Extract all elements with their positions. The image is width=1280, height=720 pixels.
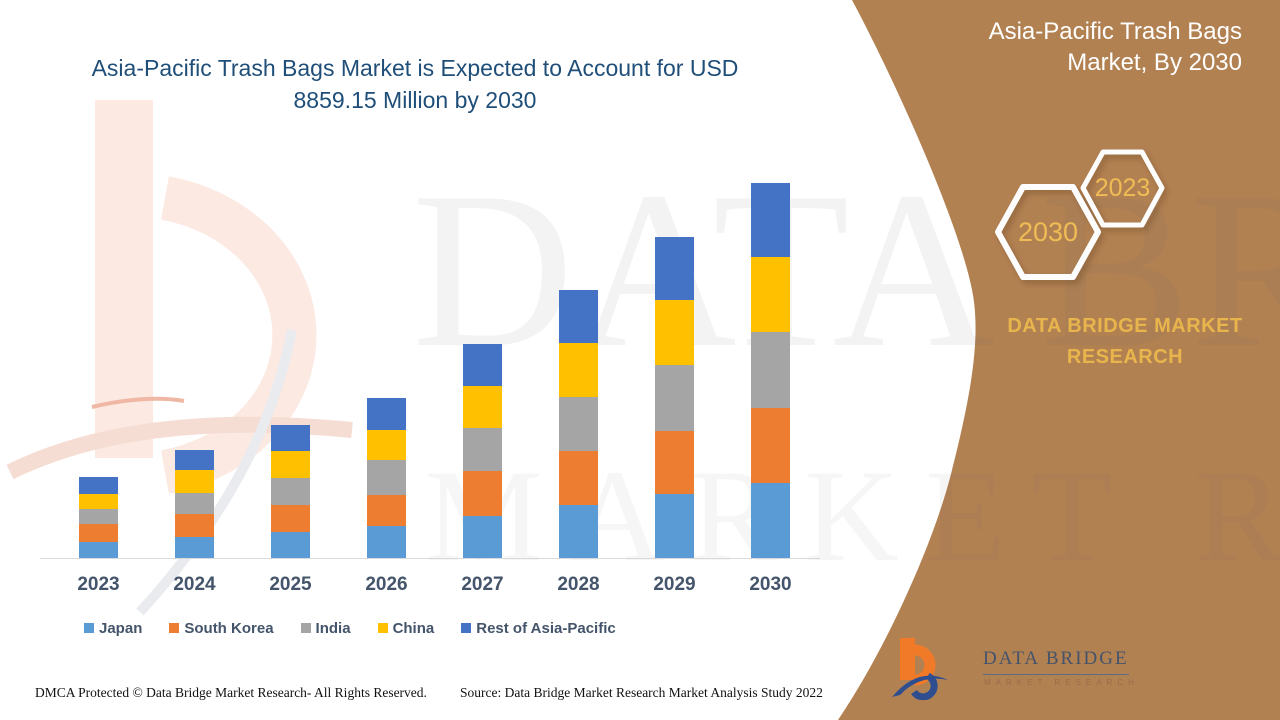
bar-segment-2028-india [559,396,598,452]
legend-item-india: India [300,619,351,637]
bar-segment-2028-south-korea [559,451,598,505]
legend-swatch-icon [84,623,94,633]
bar-segment-2027-rest-of-asia-pacific [463,343,502,387]
bar-2026 [367,398,406,558]
bar-segment-2029-rest-of-asia-pacific [655,236,694,301]
bar-segment-2029-china [655,300,694,366]
bar-2027 [463,343,502,558]
legend-label: China [392,619,435,637]
bar-segment-2025-south-korea [271,504,310,532]
legend-swatch-icon [461,623,472,633]
chart-title: Asia-Pacific Trash Bags Market is Expect… [30,52,800,116]
x-axis-label-2029: 2029 [653,574,696,595]
bar-segment-2025-japan [271,532,310,558]
bar-segment-2025-rest-of-asia-pacific [271,424,310,452]
source-note: Source: Data Bridge Market Research Mark… [460,685,823,700]
bar-segment-2029-india [655,365,694,431]
dmca-notice: DMCA Protected © Data Bridge Market Rese… [35,685,427,700]
bar-segment-2028-japan [559,505,598,558]
legend-label: Japan [99,619,143,637]
x-axis-label-2030: 2030 [749,574,792,595]
legend-item-rest-of-asia-pacific: Rest of Asia-Pacific [461,620,616,637]
bar-segment-2027-india [463,427,502,472]
side-panel-title-line1: Asia-Pacific Trash Bags [988,18,1242,45]
bar-2029 [655,236,694,558]
bar-segment-2026-india [367,460,406,496]
bar-segment-2026-rest-of-asia-pacific [367,398,406,430]
legend-label: India [315,619,351,637]
bar-segment-2027-china [463,386,502,428]
x-axis-label-2028: 2028 [557,574,600,595]
legend-item-south-korea: South Korea [169,619,274,637]
bar-segment-2023-rest-of-asia-pacific [79,477,118,494]
bar-2028 [559,290,598,558]
brand-text: DATA BRIDGE MARKET RESEARCH [993,311,1257,373]
footer-logo-wordmark: DATA BRIDGE [983,648,1129,675]
bar-segment-2030-india [751,332,790,408]
bar-2025 [271,424,310,558]
bar-segment-2029-japan [655,494,694,558]
bar-segment-2025-china [271,451,310,479]
bar-segment-2026-japan [367,526,406,558]
hexagon-2030-label: 2030 [1017,217,1079,247]
chart-legend: Japan South Korea India China Rest of Asia-P… [40,617,820,639]
side-panel-title-line2: Market, By 2030 [1067,49,1242,76]
data-bridge-b-icon [892,638,948,700]
chart-title-line1: Asia-Pacific Trash Bags Market is Expect… [91,55,739,81]
bar-segment-2028-china [559,342,598,397]
x-axis-label-2023: 2023 [77,574,120,595]
bar-segment-2026-china [367,429,406,461]
bar-2023 [79,477,118,558]
bar-segment-2024-rest-of-asia-pacific [175,449,214,470]
bar-2024 [175,449,214,558]
legend-item-japan: Japan [84,620,142,637]
bar-segment-2024-india [175,493,214,514]
bar-segment-2030-china [751,257,790,333]
bar-segment-2023-china [79,493,118,510]
legend-swatch-icon [377,623,388,633]
bar-segment-2023-japan [79,542,118,558]
x-axis-labels: 2023 2024 2025 2026 2027 2028 2029 2030 [40,574,820,598]
bar-2030 [751,182,790,558]
bar-segment-2023-india [79,509,118,525]
footer-logo: DATA BRIDGE MARKET RESEARCH [888,636,1134,702]
bar-segment-2027-japan [463,515,502,558]
bar-segment-2028-rest-of-asia-pacific [559,290,598,343]
legend-item-china: China [377,619,435,637]
bar-segment-2027-south-korea [463,471,502,516]
brand-text-line2: RESEARCH [1066,346,1184,368]
x-axis-label-2027: 2027 [461,574,504,595]
side-panel-title: Asia-Pacific Trash Bags Market, By 2030 [822,16,1242,78]
legend-label: Rest of Asia-Pacific [476,619,616,637]
bar-segment-2030-rest-of-asia-pacific [751,182,790,258]
hexagon-2023-label: 2023 [1094,174,1151,202]
bar-segment-2025-india [271,478,310,505]
legend-swatch-icon [300,623,311,633]
footer-logo-subtext: MARKET RESEARCH [984,678,1139,687]
bar-segment-2023-south-korea [79,524,118,542]
brand-text-line1: DATA BRIDGE MARKET [1007,315,1243,337]
stacked-bar-chart [40,160,820,559]
legend-label: South Korea [184,619,274,637]
bar-segment-2030-south-korea [751,407,790,483]
bar-segment-2024-japan [175,537,214,558]
bar-segment-2030-japan [751,482,790,558]
legend-swatch-icon [169,623,180,633]
x-axis-label-2026: 2026 [365,574,408,595]
bar-segment-2024-china [175,469,214,494]
x-axis-label-2025: 2025 [269,574,312,595]
chart-title-line2: 8859.15 Million by 2030 [293,87,537,113]
bar-segment-2026-south-korea [367,495,406,527]
bar-segment-2029-south-korea [655,431,694,494]
bar-segment-2024-south-korea [175,514,214,537]
x-axis-label-2024: 2024 [173,574,216,595]
